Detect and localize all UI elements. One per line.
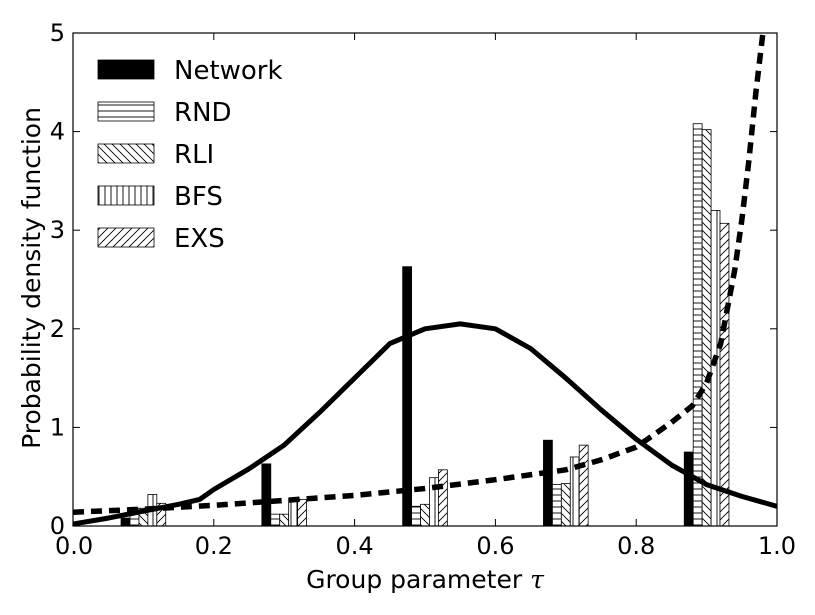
curves-layer [73,33,777,526]
legend-swatch-network [97,59,155,80]
bar-rli-2 [420,503,430,527]
legend: Network RND RLI BFS EXS [97,56,283,254]
curve-dashed-1 [73,33,766,515]
legend-label-network: Network [174,56,283,86]
bar-network-2 [402,266,412,527]
legend-label-bfs: BFS [174,182,223,212]
bar-exs-3 [578,444,589,527]
x-tick-label-4: 0.8 [617,532,655,560]
x-tick-label-0: 0.0 [55,532,93,560]
x-tick-label-1: 0.2 [195,532,233,560]
legend-swatch-bfs [97,185,155,206]
y-tick-label-4: 4 [50,118,65,146]
bar-exs-4 [719,222,730,527]
legend-label-rli: RLI [174,140,214,170]
y-tick-label-5: 5 [50,19,65,47]
bar-rli-3 [560,483,571,527]
x-tick-label-3: 0.6 [476,532,514,560]
legend-swatch-rli [97,143,155,164]
bar-rnd-2 [411,505,421,527]
y-tick-label-0: 0 [50,512,65,540]
bar-network-1 [261,463,272,527]
legend-swatch-exs [97,227,155,248]
bar-rnd-3 [551,484,562,527]
bar-exs-1 [297,498,307,527]
bar-network-4 [683,451,694,527]
ticks-layer: 0.0 0.2 0.4 0.6 0.8 1.0 0 1 2 3 4 5 [50,19,796,560]
plot-frame [72,32,778,527]
y-tick-label-3: 3 [50,216,65,244]
legend-label-rnd: RND [174,98,232,128]
bar-rnd-1 [270,513,281,527]
x-tick-label-2: 0.4 [336,532,374,560]
bar-rnd-4 [692,123,703,527]
y-tick-label-1: 1 [50,413,65,441]
bar-network-0 [120,517,131,527]
legend-label-exs: EXS [174,224,225,254]
x-axis-label: Group parameter τ [306,565,545,594]
bar-exs-2 [438,469,448,527]
bar-rli-4 [701,129,712,527]
x-tick-label-5: 1.0 [758,532,796,560]
bar-network-3 [543,439,553,527]
bar-bfs-4 [710,210,721,527]
legend-swatch-rnd [97,101,155,122]
y-tick-label-2: 2 [50,315,65,343]
curve-solid-0 [73,321,777,526]
bar-rli-1 [279,513,290,527]
y-axis-label: Probability density function [17,107,46,449]
